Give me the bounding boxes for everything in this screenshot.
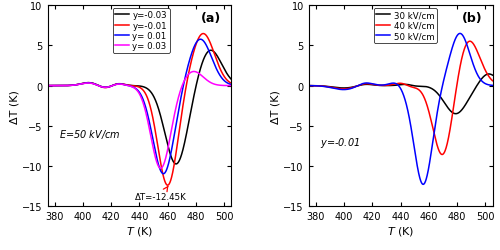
50 kV/cm: [306, 85, 312, 88]
Text: ΔT=-12.45K: ΔT=-12.45K: [135, 187, 187, 201]
Legend: y=-0.03, y=-0.01, y= 0.01, y= 0.03: y=-0.03, y=-0.01, y= 0.01, y= 0.03: [112, 9, 170, 54]
40 kV/cm: [439, 154, 445, 156]
30 kV/cm: [452, 113, 458, 116]
50 kV/cm: [490, 84, 496, 87]
y= 0.01: [228, 84, 234, 87]
50 kV/cm: [324, 86, 330, 89]
40 kV/cm: [432, 136, 438, 139]
Line: 40 kV/cm: 40 kV/cm: [308, 42, 492, 155]
y=-0.01: [119, 83, 125, 86]
Legend: 30 kV/cm, 40 kV/cm, 50 kV/cm: 30 kV/cm, 40 kV/cm, 50 kV/cm: [374, 9, 436, 43]
y= 0.01: [119, 83, 125, 86]
Y-axis label: ΔT (K): ΔT (K): [270, 90, 280, 123]
50 kV/cm: [380, 84, 386, 87]
y= 0.03: [192, 71, 198, 74]
y= 0.01: [160, 172, 166, 176]
30 kV/cm: [306, 85, 312, 88]
40 kV/cm: [380, 84, 386, 87]
50 kV/cm: [420, 183, 426, 186]
Line: 50 kV/cm: 50 kV/cm: [308, 34, 492, 184]
y= 0.01: [171, 136, 177, 139]
y= 0.01: [44, 85, 51, 88]
X-axis label: $T$ (K): $T$ (K): [126, 224, 153, 237]
50 kV/cm: [432, 125, 438, 128]
30 kV/cm: [486, 73, 492, 76]
X-axis label: $T$ (K): $T$ (K): [387, 224, 414, 237]
y=-0.01: [188, 61, 194, 64]
y=-0.03: [188, 109, 194, 112]
40 kV/cm: [467, 40, 473, 43]
y= 0.03: [191, 71, 197, 74]
Text: $E$=50 kV/cm: $E$=50 kV/cm: [58, 128, 120, 141]
30 kV/cm: [452, 113, 458, 116]
50 kV/cm: [449, 47, 455, 50]
40 kV/cm: [449, 115, 455, 118]
30 kV/cm: [324, 86, 330, 88]
y= 0.03: [158, 167, 164, 170]
y=-0.01: [164, 184, 170, 187]
y=-0.03: [64, 85, 70, 88]
30 kV/cm: [432, 90, 438, 93]
y= 0.01: [188, 54, 194, 58]
50 kV/cm: [457, 33, 463, 36]
y=-0.01: [44, 85, 51, 88]
40 kV/cm: [306, 85, 312, 88]
y= 0.01: [192, 46, 198, 48]
y=-0.01: [64, 85, 70, 88]
30 kV/cm: [380, 85, 386, 88]
30 kV/cm: [490, 74, 496, 77]
y=-0.01: [171, 164, 177, 168]
Y-axis label: ΔT (K): ΔT (K): [10, 90, 20, 123]
y=-0.03: [171, 161, 177, 164]
y= 0.01: [198, 38, 203, 42]
y=-0.03: [119, 83, 125, 86]
40 kV/cm: [324, 86, 330, 89]
y=-0.01: [126, 84, 132, 87]
Text: (a): (a): [201, 12, 222, 25]
y=-0.01: [228, 82, 234, 86]
40 kV/cm: [452, 93, 458, 96]
Text: $y$=-0.01: $y$=-0.01: [320, 135, 360, 149]
y= 0.03: [64, 85, 70, 88]
y= 0.03: [44, 85, 51, 88]
y=-0.01: [200, 33, 206, 36]
y=-0.03: [44, 85, 51, 88]
40 kV/cm: [490, 80, 496, 83]
y= 0.01: [64, 85, 70, 88]
50 kV/cm: [452, 38, 458, 41]
Line: y= 0.01: y= 0.01: [48, 40, 232, 174]
y= 0.01: [126, 85, 132, 88]
y=-0.03: [192, 93, 198, 96]
Line: y= 0.03: y= 0.03: [48, 72, 232, 168]
y= 0.03: [188, 72, 194, 74]
y= 0.03: [228, 85, 234, 88]
50 kV/cm: [386, 83, 392, 86]
30 kV/cm: [386, 85, 392, 88]
y=-0.03: [126, 84, 132, 87]
Line: 30 kV/cm: 30 kV/cm: [308, 75, 492, 114]
40 kV/cm: [386, 84, 392, 87]
y=-0.03: [228, 78, 234, 82]
y= 0.03: [171, 116, 177, 119]
y= 0.03: [126, 85, 132, 88]
Text: (b): (b): [462, 12, 483, 25]
y= 0.03: [119, 84, 125, 86]
Line: y=-0.01: y=-0.01: [48, 34, 232, 186]
Line: y=-0.03: y=-0.03: [48, 51, 232, 164]
y=-0.03: [208, 50, 214, 52]
y=-0.01: [192, 49, 198, 52]
30 kV/cm: [449, 111, 455, 114]
y=-0.03: [173, 163, 179, 166]
